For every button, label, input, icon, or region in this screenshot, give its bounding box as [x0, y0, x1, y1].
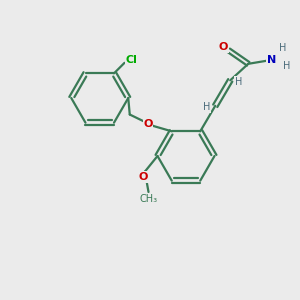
Text: O: O — [219, 42, 228, 52]
Text: H: H — [203, 102, 211, 112]
Text: H: H — [279, 43, 286, 52]
Text: O: O — [143, 118, 152, 128]
Text: Cl: Cl — [125, 56, 137, 65]
Text: H: H — [235, 77, 242, 87]
Text: O: O — [139, 172, 148, 182]
Text: N: N — [267, 55, 276, 64]
Text: CH₃: CH₃ — [140, 194, 158, 204]
Text: H: H — [283, 61, 290, 70]
